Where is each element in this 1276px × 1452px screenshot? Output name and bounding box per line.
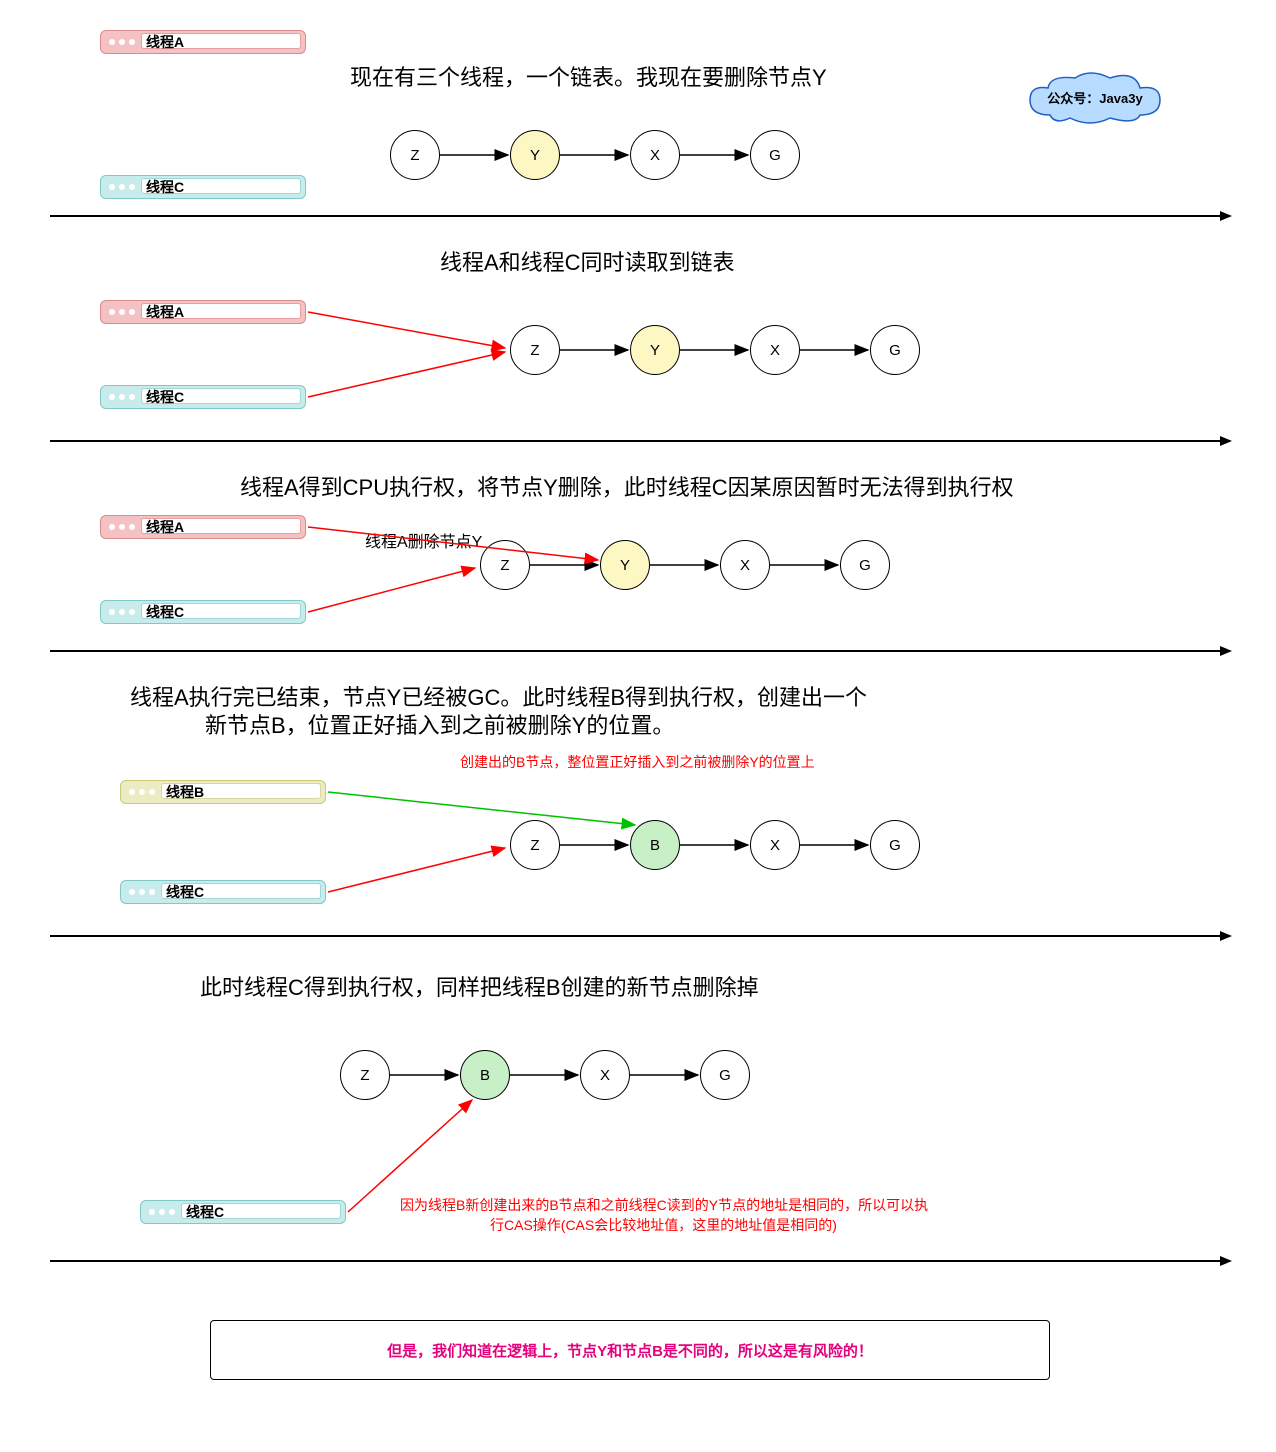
section3-subcaption: 线程A删除节点Y <box>365 528 482 552</box>
thread-label: 线程C <box>181 1203 341 1219</box>
node-x: X <box>750 325 800 375</box>
node-label: G <box>859 557 871 574</box>
node-label: X <box>770 342 780 359</box>
node-z: Z <box>340 1050 390 1100</box>
node-b: B <box>460 1050 510 1100</box>
thread-label: 线程C <box>161 883 321 899</box>
timeline-arrow <box>50 1260 1230 1262</box>
node-b: B <box>630 820 680 870</box>
window-dots-icon <box>149 1209 175 1215</box>
node-label: Z <box>360 1067 369 1084</box>
footer-note-text: 但是，我们知道在逻辑上，节点Y和节点B是不同的，所以这是有风险的！ <box>387 1340 873 1361</box>
window-dots-icon <box>129 789 155 795</box>
thread-label: 线程A <box>141 33 301 49</box>
node-g: G <box>750 130 800 180</box>
node-label: G <box>769 147 781 164</box>
section-3: 线程A得到CPU执行权，将节点Y删除，此时线程C因某原因暂时无法得到执行权 线程… <box>20 470 1256 660</box>
cloud-icon: 公众号：Java3y <box>1020 70 1170 130</box>
badge-text: 公众号：Java3y <box>1047 91 1143 106</box>
thread-a-box: 线程A <box>100 300 306 324</box>
window-dots-icon <box>109 184 135 190</box>
node-x: X <box>580 1050 630 1100</box>
footer: 但是，我们知道在逻辑上，节点Y和节点B是不同的，所以这是有风险的！ <box>20 1310 1256 1390</box>
node-label: X <box>650 147 660 164</box>
section5-arrows <box>20 970 1276 1290</box>
node-label: Z <box>410 147 419 164</box>
thread-label: 线程B <box>161 783 321 799</box>
node-z: Z <box>510 325 560 375</box>
node-label: G <box>889 342 901 359</box>
section1-caption: 现在有三个线程，一个链表。我现在要删除节点Y <box>350 60 827 92</box>
window-dots-icon <box>109 309 135 315</box>
window-dots-icon <box>109 609 135 615</box>
node-y: Y <box>600 540 650 590</box>
node-x: X <box>720 540 770 590</box>
section-4: 线程A执行完已结束，节点Y已经被GC。此时线程B得到执行权，创建出一个 新节点B… <box>20 680 1256 950</box>
window-dots-icon <box>109 394 135 400</box>
node-x: X <box>750 820 800 870</box>
thread-label: 线程C <box>141 178 301 194</box>
wechat-badge: 公众号：Java3y <box>1020 70 1170 120</box>
section-2: 线程A和线程C同时读取到链表 线程A 线程C Z Y X G <box>20 240 1256 450</box>
section2-caption: 线程A和线程C同时读取到链表 <box>440 245 735 277</box>
section5-red-l1: 因为线程B新创建出来的B节点和之前线程C读到的Y节点的地址是相同的，所以可以执 <box>400 1195 928 1215</box>
node-z: Z <box>510 820 560 870</box>
section-5: 此时线程C得到执行权，同样把线程B创建的新节点删除掉 Z B X G 线程C 因… <box>20 970 1256 1290</box>
section4-red-caption: 创建出的B节点，整位置正好插入到之前被删除Y的位置上 <box>460 752 815 772</box>
node-label: B <box>650 837 660 854</box>
node-label: B <box>480 1067 490 1084</box>
node-y: Y <box>510 130 560 180</box>
window-dots-icon <box>109 39 135 45</box>
node-g: G <box>870 820 920 870</box>
node-g: G <box>700 1050 750 1100</box>
node-label: X <box>740 557 750 574</box>
node-g: G <box>840 540 890 590</box>
thread-c-box: 线程C <box>100 385 306 409</box>
section5-red-l2: 行CAS操作(CAS会比较地址值，这里的地址值是相同的) <box>490 1215 837 1235</box>
section-1: 线程A 现在有三个线程，一个链表。我现在要删除节点Y 公众号：Java3y Z … <box>20 20 1256 220</box>
thread-a-box: 线程A <box>100 515 306 539</box>
node-label: Z <box>530 342 539 359</box>
timeline-arrow <box>50 440 1230 442</box>
section4-caption-l2: 新节点B，位置正好插入到之前被删除Y的位置。 <box>205 708 674 740</box>
thread-label: 线程A <box>141 303 301 319</box>
thread-b-box: 线程B <box>120 780 326 804</box>
thread-c-box: 线程C <box>140 1200 346 1224</box>
thread-c-box: 线程C <box>120 880 326 904</box>
timeline-arrow <box>50 935 1230 937</box>
node-label: Z <box>500 557 509 574</box>
section3-caption: 线程A得到CPU执行权，将节点Y删除，此时线程C因某原因暂时无法得到执行权 <box>240 470 1014 502</box>
timeline-arrow <box>50 650 1230 652</box>
node-label: G <box>889 837 901 854</box>
window-dots-icon <box>129 889 155 895</box>
node-x: X <box>630 130 680 180</box>
node-label: Y <box>650 342 660 359</box>
thread-a-box: 线程A <box>100 30 306 54</box>
timeline-arrow <box>50 215 1230 217</box>
thread-c-box: 线程C <box>100 600 306 624</box>
window-dots-icon <box>109 524 135 530</box>
node-z: Z <box>390 130 440 180</box>
node-label: X <box>600 1067 610 1084</box>
node-label: Y <box>620 557 630 574</box>
node-label: X <box>770 837 780 854</box>
section5-caption: 此时线程C得到执行权，同样把线程B创建的新节点删除掉 <box>200 970 759 1002</box>
thread-label: 线程C <box>141 603 301 619</box>
thread-c-box: 线程C <box>100 175 306 199</box>
node-z: Z <box>480 540 530 590</box>
node-label: G <box>719 1067 731 1084</box>
node-g: G <box>870 325 920 375</box>
node-label: Z <box>530 837 539 854</box>
thread-label: 线程C <box>141 388 301 404</box>
thread-label: 线程A <box>141 518 301 534</box>
node-y: Y <box>630 325 680 375</box>
node-label: Y <box>530 147 540 164</box>
footer-note-box: 但是，我们知道在逻辑上，节点Y和节点B是不同的，所以这是有风险的！ <box>210 1320 1050 1380</box>
